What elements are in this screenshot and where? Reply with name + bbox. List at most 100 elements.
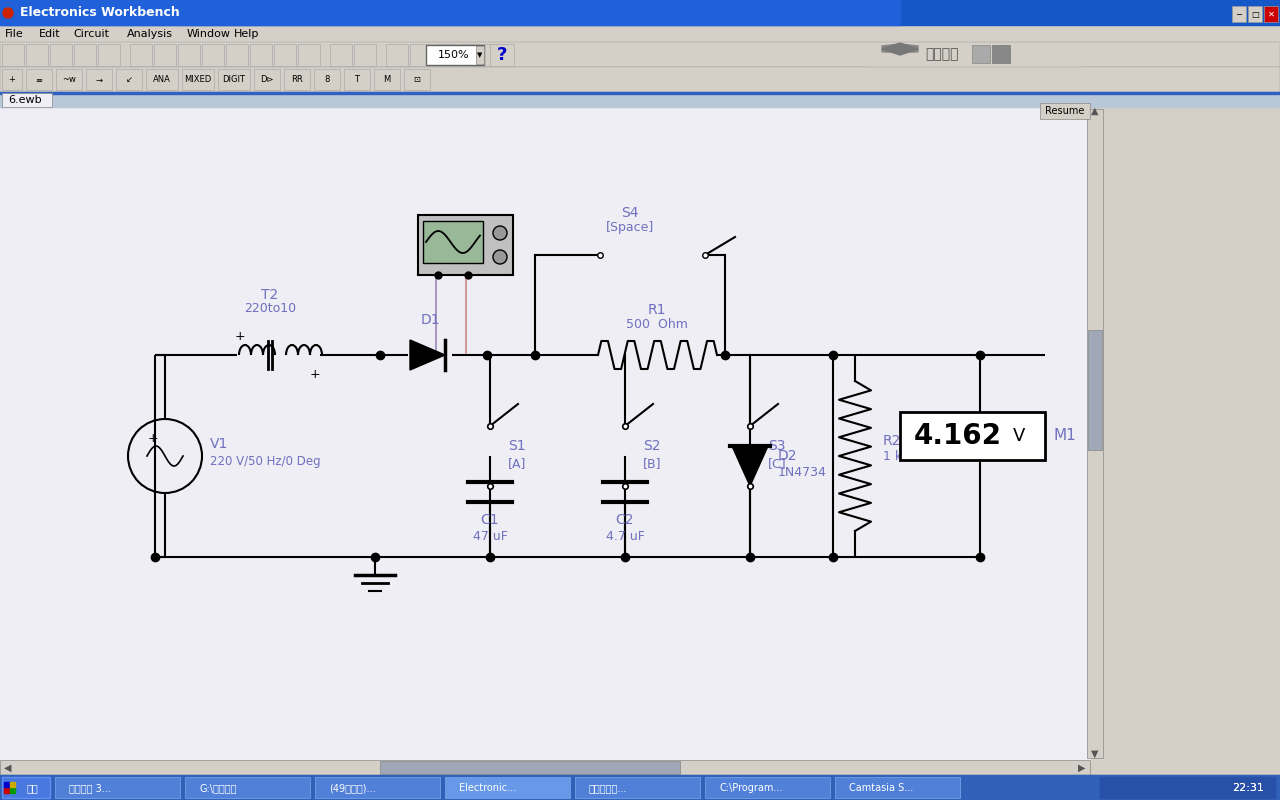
Text: 47 uF: 47 uF [472,530,507,542]
Bar [274,44,296,66]
Text: ANA: ANA [154,75,172,85]
Circle shape [493,226,507,240]
Text: ◀: ◀ [4,763,12,773]
Text: 开始: 开始 [26,783,38,793]
Text: V1: V1 [210,437,228,451]
Text: (49封未读)...: (49封未读)... [329,783,375,793]
Bar [419,215,513,275]
Bar [1265,6,1277,22]
Text: [Space]: [Space] [605,221,654,234]
Text: 格式工厂 3...: 格式工厂 3... [69,783,111,793]
Bar [992,45,1010,63]
Bar [10,788,15,793]
Bar [374,69,399,90]
Bar [387,44,408,66]
Polygon shape [410,340,445,370]
Text: □: □ [1251,10,1260,18]
Bar [0,92,1280,94]
Text: Help: Help [233,29,259,39]
Bar [146,69,178,90]
Bar [99,44,120,66]
Bar [3,69,22,90]
Text: C2: C2 [616,513,635,527]
Polygon shape [732,446,768,486]
Text: 500  Ohm: 500 Ohm [626,318,687,330]
Text: Window: Window [187,29,230,39]
Text: S1: S1 [508,439,526,453]
Bar [0,775,1280,792]
Bar [186,777,310,798]
Bar [1100,777,1275,798]
Bar [404,69,430,90]
Text: MIXED: MIXED [184,75,211,85]
Bar [178,44,200,66]
Bar [705,777,829,798]
Bar [1087,109,1103,758]
Text: S4: S4 [621,206,639,220]
Text: DIGIT: DIGIT [223,75,246,85]
Text: ~w: ~w [61,75,76,85]
Polygon shape [882,43,918,55]
Bar [835,777,960,798]
Text: ▲: ▲ [1092,106,1098,116]
Bar [0,760,1091,775]
Bar [55,777,180,798]
Text: 22:31: 22:31 [1233,783,1263,793]
Text: 150%: 150% [438,50,470,60]
Text: [B]: [B] [643,458,662,470]
Bar [0,42,1280,67]
Text: 中国大学: 中国大学 [925,47,959,61]
Text: Camtasia S...: Camtasia S... [849,783,913,793]
Text: T: T [355,75,360,85]
Circle shape [493,250,507,264]
Text: Circuit: Circuit [73,29,109,39]
Bar [227,44,248,66]
Bar [445,777,570,798]
Bar [218,69,250,90]
Bar [154,44,177,66]
Text: ?: ? [497,46,507,64]
Bar [26,69,52,90]
Text: [C]: [C] [768,458,787,470]
Text: RR: RR [291,75,303,85]
Bar [79,777,155,791]
Text: ⊡: ⊡ [413,75,421,85]
Bar [4,782,9,787]
Bar [426,45,484,65]
Text: ↙: ↙ [125,75,133,85]
Bar [1231,6,1245,22]
Text: Analysis: Analysis [127,29,173,39]
Text: 屏幕录像专...: 屏幕录像专... [589,783,627,793]
Bar [56,69,82,90]
Bar [10,782,15,787]
Bar [250,44,273,66]
Text: 220to10: 220to10 [244,302,296,315]
Text: C1: C1 [481,513,499,527]
Bar [0,0,900,25]
Text: ≡: ≡ [36,75,42,85]
Text: T2: T2 [261,288,279,302]
Bar [972,45,989,63]
Text: Temp:  27: Temp: 27 [168,779,223,789]
Text: File: File [5,29,24,39]
Text: 22:31: 22:31 [1233,783,1263,793]
Bar [0,92,1280,107]
Text: V: V [1012,427,1025,445]
Bar [3,777,50,798]
Bar [490,44,515,66]
Bar [0,67,1280,92]
Text: ✕: ✕ [1267,10,1275,18]
Text: D⊳: D⊳ [260,75,274,85]
Bar [0,0,1280,25]
Text: C:\Program...: C:\Program... [719,783,782,793]
Text: G:\仿真实验: G:\仿真实验 [198,783,237,793]
Text: Resume: Resume [1046,106,1084,116]
Bar [1248,6,1262,22]
Bar [26,44,49,66]
Bar [410,44,433,66]
Text: Edit: Edit [38,29,60,39]
Bar [86,69,113,90]
Bar [355,44,376,66]
Text: 6.ewb: 6.ewb [8,95,42,105]
Text: +: + [9,75,15,85]
